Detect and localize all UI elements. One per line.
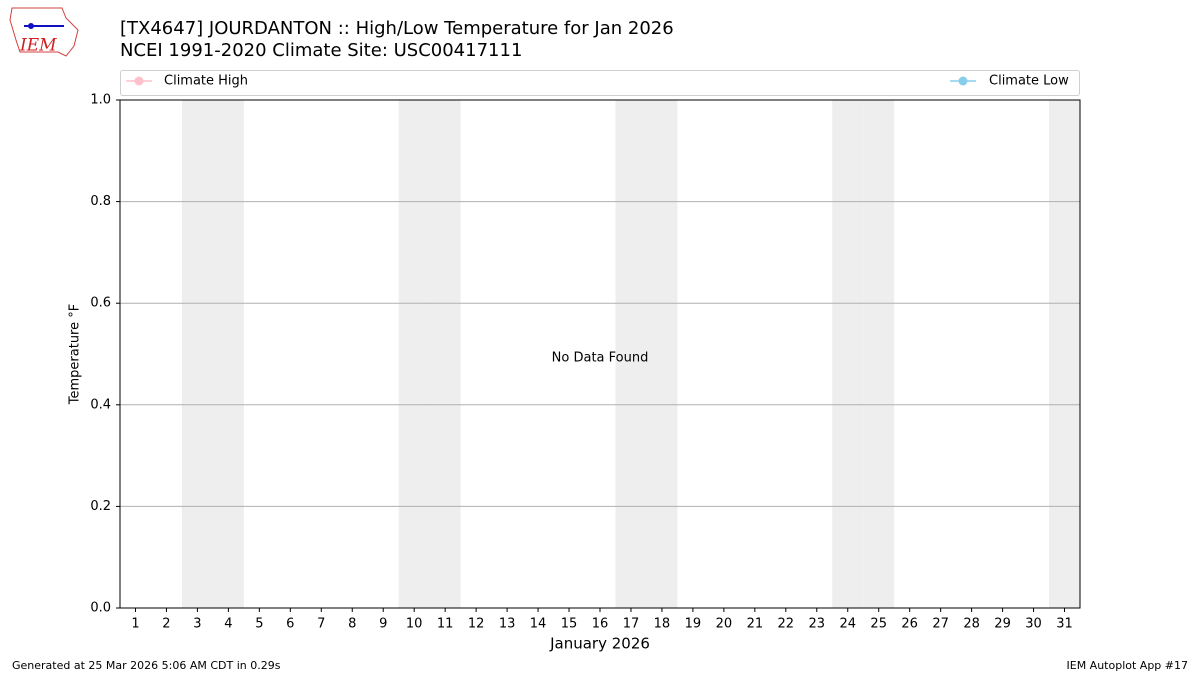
x-tick-label: 11 (437, 617, 454, 632)
chart-subtitle: NCEI 1991-2020 Climate Site: USC00417111 (120, 40, 522, 61)
x-tick-label: 6 (286, 617, 294, 632)
x-tick-label: 30 (1025, 617, 1042, 632)
logo: IEM (9, 7, 79, 57)
weekend-band (212, 100, 244, 608)
x-tick-label: 3 (193, 617, 201, 632)
x-tick-label: 25 (870, 617, 887, 632)
x-axis-label: January 2026 (549, 635, 650, 653)
logo-outline (9, 7, 79, 57)
x-tick-label: 7 (317, 617, 325, 632)
x-tick-label: 26 (901, 617, 918, 632)
x-tick-label: 20 (716, 617, 733, 632)
x-tick-label: 18 (654, 617, 671, 632)
y-axis-label: Temperature °F (68, 304, 83, 405)
annotation: No Data Found (552, 351, 649, 366)
y-tick-label: 0.0 (90, 601, 111, 616)
x-tick-label: 28 (963, 617, 980, 632)
y-tick-label: 0.4 (90, 397, 111, 412)
x-tick-label: 1 (131, 617, 139, 632)
x-tick-label: 15 (561, 617, 578, 632)
y-tick-label: 0.6 (90, 296, 111, 311)
footer-left: Generated at 25 Mar 2026 5:06 AM CDT in … (12, 659, 281, 672)
x-tick-label: 13 (499, 617, 516, 632)
weekend-band (398, 100, 430, 608)
legend (120, 70, 1080, 96)
logo-dot (28, 23, 34, 29)
x-tick-label: 12 (468, 617, 485, 632)
x-tick-label: 19 (685, 617, 702, 632)
weekend-band (863, 100, 895, 608)
x-tick-label: 9 (379, 617, 387, 632)
logo-text: IEM (19, 36, 57, 56)
x-tick-label: 10 (406, 617, 423, 632)
x-tick-label: 2 (162, 617, 170, 632)
weekend-band (615, 100, 647, 608)
x-tick-label: 24 (839, 617, 856, 632)
x-tick-label: 4 (224, 617, 232, 632)
legend-swatch-dot (958, 76, 968, 86)
x-tick-label: 21 (747, 617, 764, 632)
weekend-band (181, 100, 213, 608)
legend-label: Climate High (164, 74, 248, 89)
x-tick-label: 22 (778, 617, 795, 632)
weekend-band (646, 100, 678, 608)
x-tick-label: 31 (1056, 617, 1073, 632)
weekend-band (1049, 100, 1080, 608)
legend-label: Climate Low (989, 74, 1069, 89)
weekend-band (832, 100, 864, 608)
x-tick-label: 16 (592, 617, 609, 632)
x-tick-label: 17 (623, 617, 640, 632)
y-tick-label: 0.8 (90, 194, 111, 209)
x-tick-label: 14 (530, 617, 547, 632)
x-tick-label: 29 (994, 617, 1011, 632)
footer-right: IEM Autoplot App #17 (1067, 659, 1189, 672)
legend-swatch-dot (134, 76, 144, 86)
y-tick-label: 0.2 (90, 499, 111, 514)
x-tick-label: 8 (348, 617, 356, 632)
weekend-band (429, 100, 461, 608)
plot-frame (119, 99, 1081, 609)
chart-title: [TX4647] JOURDANTON :: High/Low Temperat… (120, 18, 674, 39)
x-tick-label: 27 (932, 617, 949, 632)
y-tick-label: 1.0 (90, 93, 111, 108)
x-tick-label: 5 (255, 617, 263, 632)
x-tick-label: 23 (809, 617, 826, 632)
